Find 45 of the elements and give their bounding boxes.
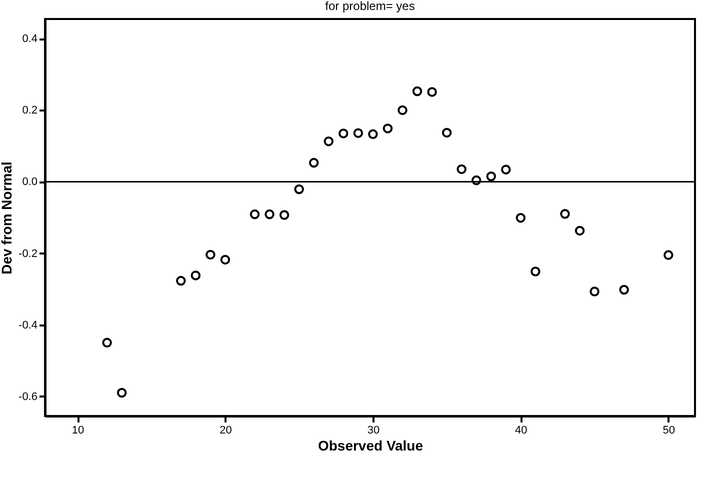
x-axis-title: Observed Value	[318, 438, 424, 454]
point	[220, 254, 230, 265]
point	[574, 226, 585, 236]
point	[560, 209, 570, 219]
chart-title: for problem= yes	[325, 0, 415, 13]
y-tick-label: 0.2	[22, 104, 38, 117]
point	[338, 128, 348, 138]
x-tick-label: 50	[662, 424, 676, 436]
point	[368, 129, 378, 140]
point	[456, 164, 466, 174]
point	[250, 209, 260, 220]
point	[353, 128, 364, 138]
point	[206, 250, 216, 260]
point	[264, 209, 274, 220]
y-axis-title: Dev from Normal	[0, 162, 15, 274]
point	[308, 158, 319, 168]
point	[398, 105, 408, 116]
point	[427, 87, 437, 97]
point	[501, 164, 511, 174]
y-tick-label: -0.2	[18, 248, 38, 260]
point	[412, 86, 422, 96]
point	[116, 388, 127, 398]
point	[176, 276, 186, 286]
point	[442, 128, 452, 138]
point	[619, 284, 629, 295]
point	[324, 136, 334, 146]
point	[590, 286, 600, 296]
y-tick-label: 0.0	[22, 176, 38, 188]
point	[190, 270, 201, 280]
point	[382, 124, 393, 134]
point	[279, 210, 290, 220]
point	[530, 266, 540, 276]
x-tick-label: 10	[72, 424, 84, 436]
point	[102, 338, 112, 348]
point	[471, 175, 482, 186]
y-tick-label: -0.6	[18, 390, 38, 403]
point	[486, 172, 496, 182]
y-tick-label: -0.4	[18, 319, 38, 332]
x-tick-label: 30	[367, 424, 380, 436]
x-tick-label: 20	[220, 424, 232, 436]
x-tick-label: 40	[515, 424, 528, 436]
point	[294, 184, 304, 194]
point	[664, 250, 674, 260]
point	[516, 212, 526, 223]
y-tick-label: 0.4	[22, 33, 38, 46]
